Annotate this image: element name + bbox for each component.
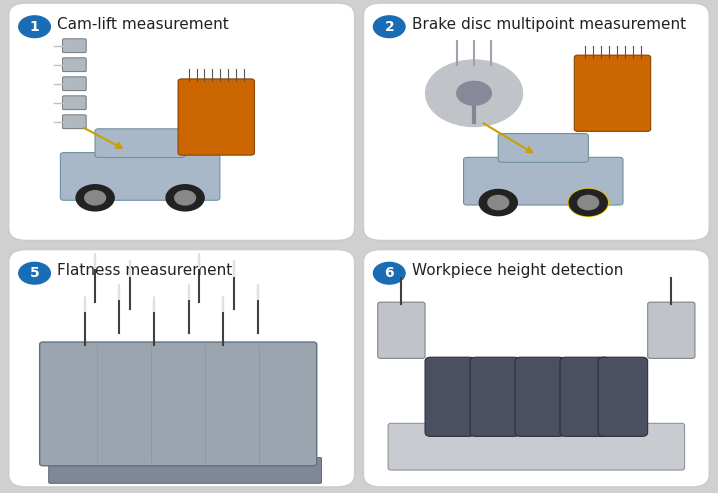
Circle shape xyxy=(426,60,523,127)
FancyBboxPatch shape xyxy=(60,152,220,200)
FancyBboxPatch shape xyxy=(515,357,564,436)
Circle shape xyxy=(174,191,195,205)
Text: Brake disc multipoint measurement: Brake disc multipoint measurement xyxy=(411,17,686,32)
FancyBboxPatch shape xyxy=(363,3,709,241)
FancyBboxPatch shape xyxy=(9,3,355,241)
FancyBboxPatch shape xyxy=(62,96,86,109)
Circle shape xyxy=(373,262,405,284)
Circle shape xyxy=(578,195,599,210)
Circle shape xyxy=(373,16,405,37)
FancyBboxPatch shape xyxy=(388,423,684,470)
FancyBboxPatch shape xyxy=(498,134,588,162)
Circle shape xyxy=(19,262,50,284)
FancyBboxPatch shape xyxy=(378,302,425,358)
Circle shape xyxy=(569,189,607,215)
FancyBboxPatch shape xyxy=(95,129,185,157)
FancyBboxPatch shape xyxy=(62,39,86,53)
Circle shape xyxy=(488,195,508,210)
FancyBboxPatch shape xyxy=(574,55,651,131)
FancyBboxPatch shape xyxy=(464,157,623,205)
FancyBboxPatch shape xyxy=(425,357,475,436)
Circle shape xyxy=(166,185,204,211)
Text: 6: 6 xyxy=(384,266,394,280)
Text: Workpiece height detection: Workpiece height detection xyxy=(411,263,623,279)
Circle shape xyxy=(457,81,491,105)
Circle shape xyxy=(85,191,106,205)
Text: 2: 2 xyxy=(384,20,394,34)
Text: 5: 5 xyxy=(29,266,39,280)
FancyBboxPatch shape xyxy=(560,357,610,436)
FancyBboxPatch shape xyxy=(648,302,695,358)
Text: 1: 1 xyxy=(29,20,39,34)
FancyBboxPatch shape xyxy=(470,357,520,436)
FancyBboxPatch shape xyxy=(62,115,86,129)
Circle shape xyxy=(76,185,114,211)
Circle shape xyxy=(568,189,608,216)
FancyBboxPatch shape xyxy=(39,342,317,466)
FancyBboxPatch shape xyxy=(62,58,86,71)
Circle shape xyxy=(19,16,50,37)
Text: Flatness measurement: Flatness measurement xyxy=(57,263,233,279)
Circle shape xyxy=(574,193,602,212)
FancyBboxPatch shape xyxy=(363,249,709,487)
FancyBboxPatch shape xyxy=(49,458,322,483)
FancyBboxPatch shape xyxy=(62,77,86,91)
Circle shape xyxy=(479,189,517,215)
FancyBboxPatch shape xyxy=(9,249,355,487)
FancyBboxPatch shape xyxy=(598,357,648,436)
FancyBboxPatch shape xyxy=(178,79,254,155)
Text: Cam-lift measurement: Cam-lift measurement xyxy=(57,17,229,32)
